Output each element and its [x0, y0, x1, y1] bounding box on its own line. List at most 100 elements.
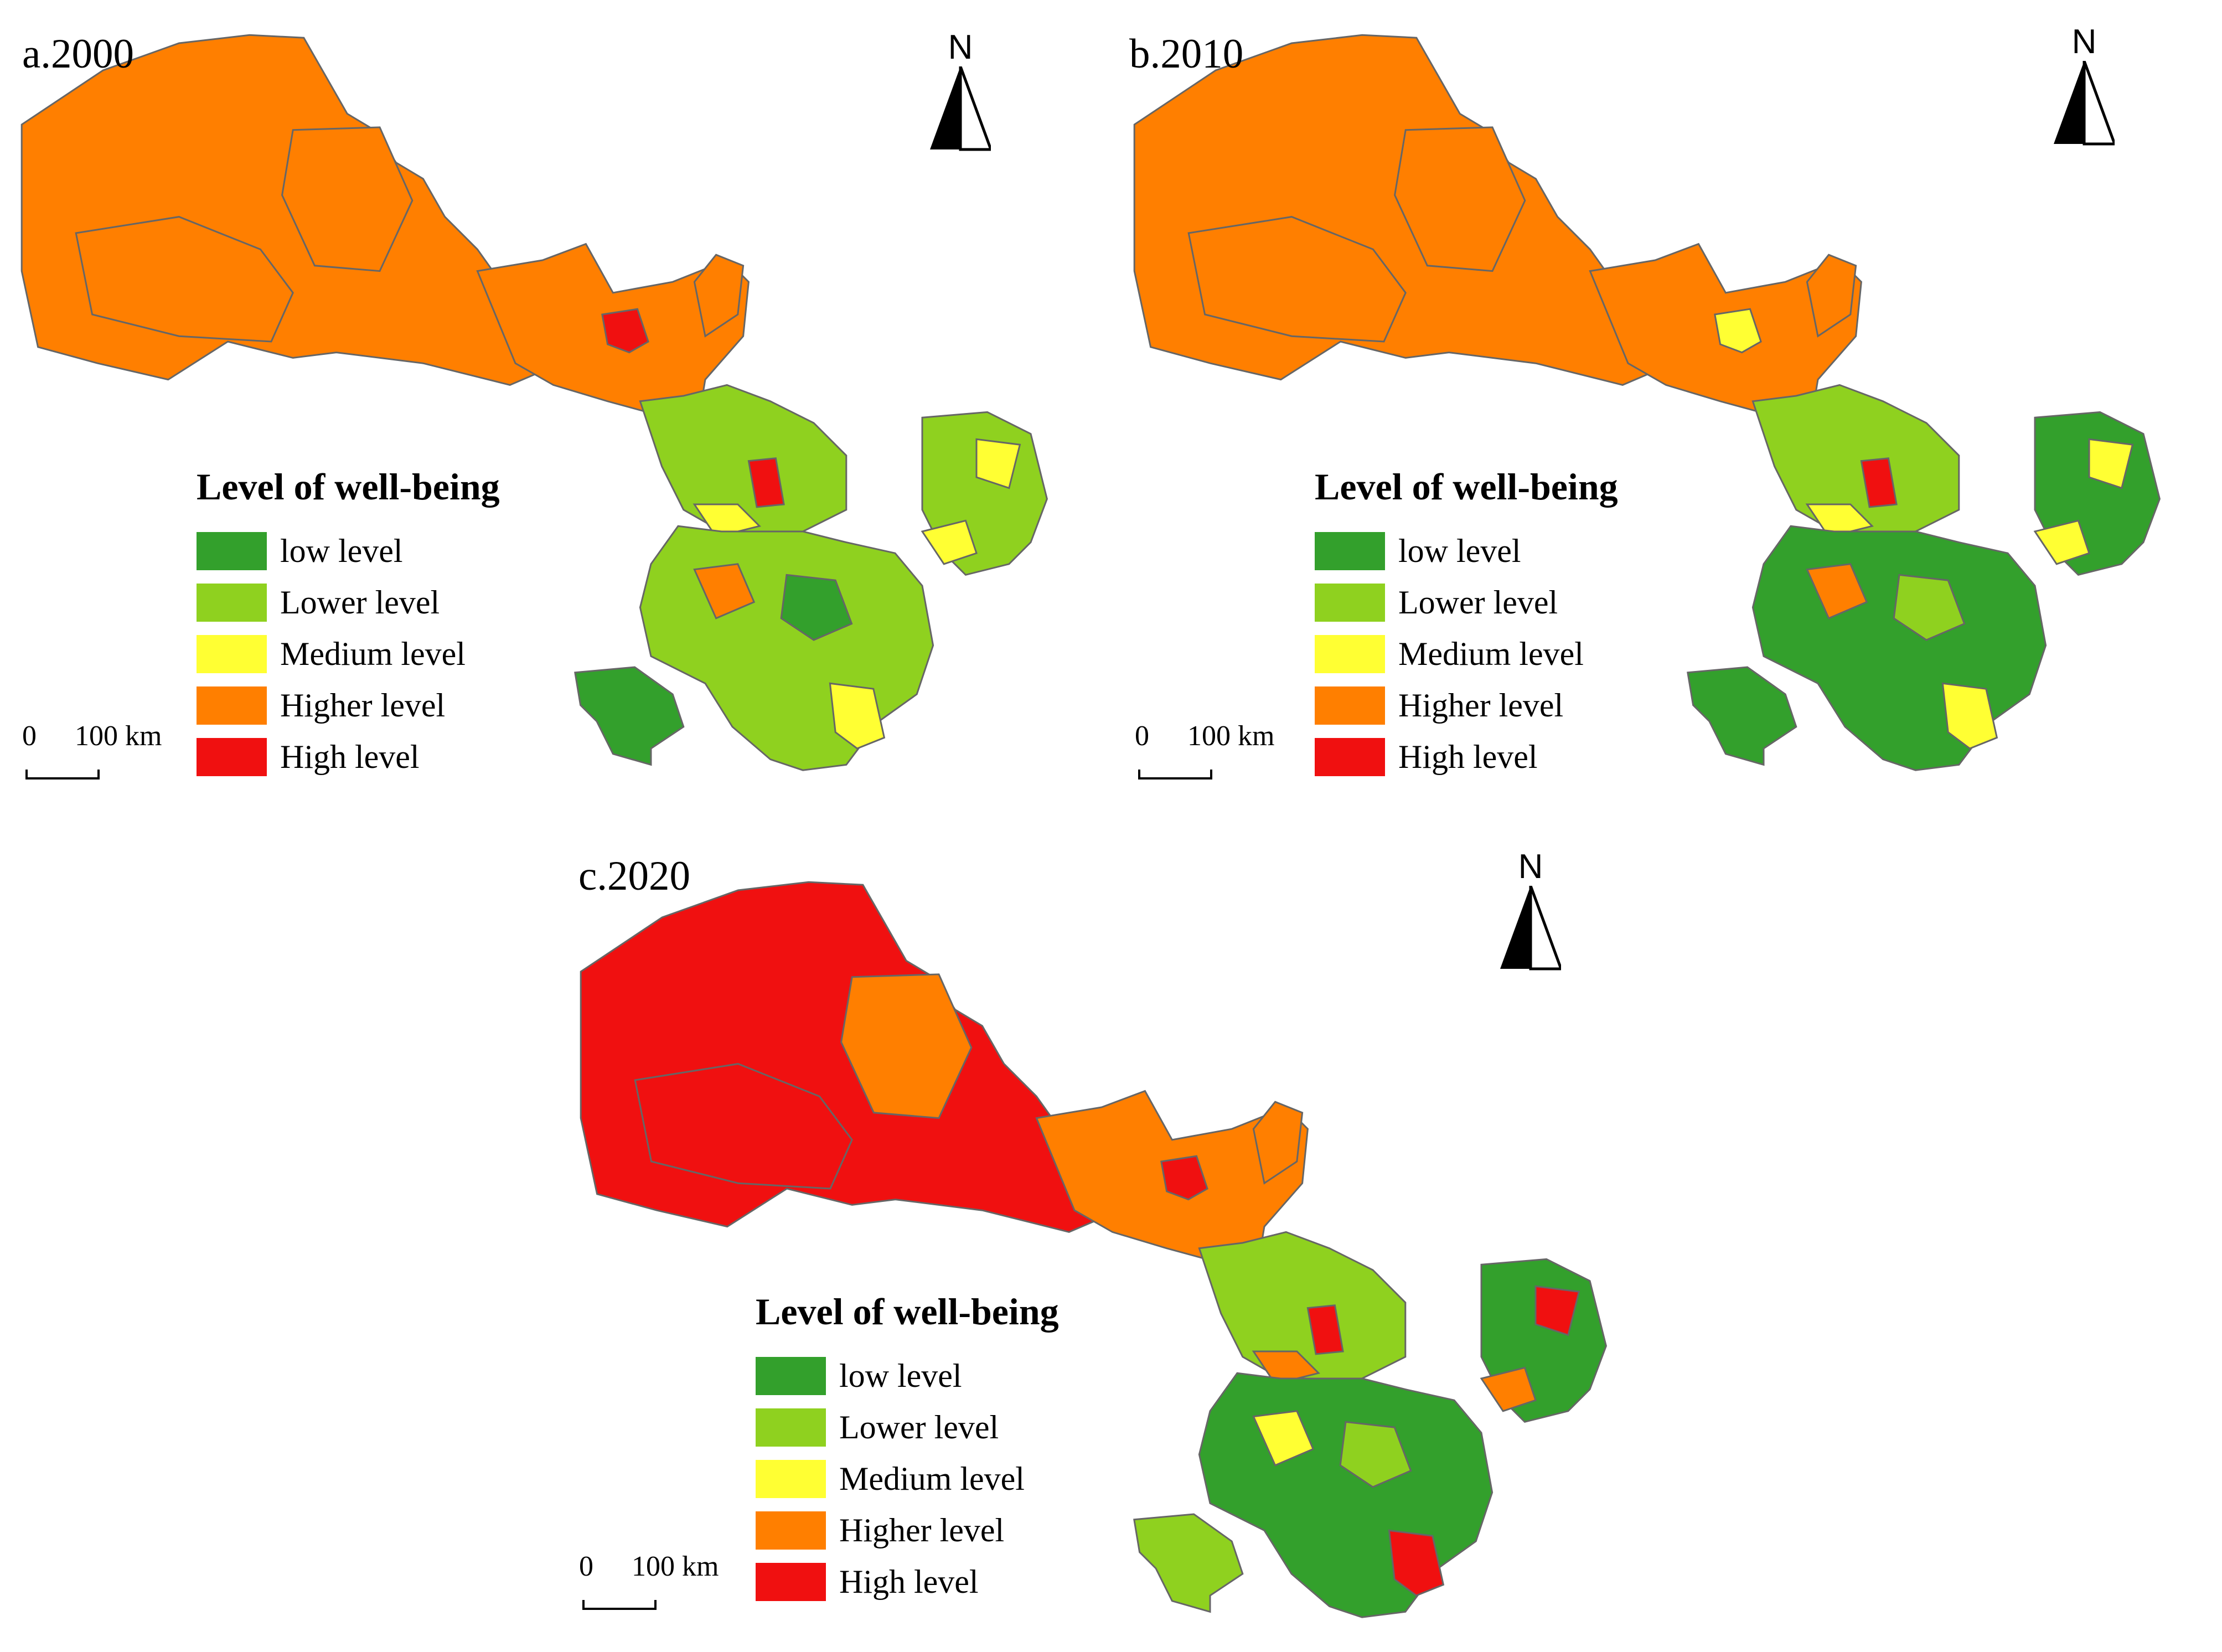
scale-line: [582, 1600, 657, 1610]
region-center-spot: [1860, 457, 1898, 508]
region-south-tail: [1687, 666, 1797, 766]
map-panel-2020: c.2020 N Level of well-being low level Lo…: [559, 819, 1666, 1650]
province-map: [20, 34, 1048, 771]
legend-item: Higher level: [197, 685, 500, 725]
north-letter: N: [1518, 848, 1543, 886]
legend-item: Lower level: [756, 1407, 1059, 1447]
legend-item: Medium level: [756, 1459, 1059, 1499]
legend-label: High level: [839, 1563, 979, 1600]
legend-swatch: [1315, 737, 1385, 776]
legend-swatch: [1315, 531, 1385, 570]
region-east-spot-2: [1388, 1529, 1445, 1597]
legend-swatch: [197, 531, 267, 570]
legend-label: Higher level: [280, 686, 446, 724]
legend-item: Higher level: [1315, 685, 1618, 725]
north-letter: N: [2071, 23, 2097, 61]
scale-distance-label: 100 km: [1187, 720, 1275, 752]
legend-swatch: [756, 1459, 826, 1498]
region-northeast-spot-2: [2033, 519, 2090, 565]
scale-line: [1138, 770, 1212, 779]
region-hexi-spot: [1160, 1155, 1208, 1201]
legend-swatch: [756, 1562, 826, 1601]
legend-label: low level: [1398, 532, 1521, 569]
region-west-south: [1187, 216, 1407, 343]
region-northeast-spot: [975, 438, 1021, 489]
scale-zero-label: 0: [1135, 720, 1149, 752]
legend-label: low level: [280, 532, 403, 569]
legend-label: low level: [839, 1357, 962, 1394]
legend-label: Medium level: [280, 635, 466, 672]
region-east: [1198, 1372, 1494, 1618]
region-northeast-spot-2: [921, 519, 978, 565]
map-panel-2010: b.2010 N Level of well-being low level Lo…: [1113, 0, 2220, 819]
legend-item: Medium level: [1315, 634, 1618, 674]
legend-item: High level: [197, 737, 500, 777]
region-hexi-spot: [1714, 308, 1762, 354]
legend-swatch: [756, 1511, 826, 1550]
scale-zero-label: 0: [22, 720, 37, 752]
legend-item: Lower level: [1315, 582, 1618, 622]
legend-title: Level of well-being: [1315, 466, 1618, 508]
north-arrow-icon: N: [2054, 22, 2115, 149]
region-west: [1133, 34, 1662, 386]
scale-bar: 0 100 km: [1135, 720, 1274, 781]
north-letter: N: [948, 28, 973, 66]
region-hexi-spot: [601, 308, 649, 354]
region-center: [639, 384, 848, 533]
legend-label: Lower level: [1398, 584, 1558, 621]
scale-distance-label: 100 km: [75, 720, 162, 752]
region-west-south: [75, 216, 294, 343]
region-east-spot: [780, 574, 853, 641]
legend-item: Medium level: [197, 634, 500, 674]
region-south-tail: [574, 666, 685, 766]
legend-label: High level: [1398, 738, 1538, 775]
legend-title: Level of well-being: [756, 1290, 1059, 1333]
legend-items: low level Lower level Medium level Higher l…: [756, 1356, 1059, 1602]
legend: Level of well-being low level Lower level…: [756, 1290, 1059, 1613]
legend-items: low level Lower level Medium level Higher l…: [1315, 531, 1618, 777]
legend-label: Higher level: [1398, 686, 1564, 724]
scale-zero-label: 0: [579, 1551, 593, 1582]
region-hexi-east: [1806, 254, 1857, 338]
region-east: [639, 525, 934, 771]
region-northeast-spot: [1534, 1285, 1580, 1336]
legend-swatch: [197, 686, 267, 725]
region-west: [20, 34, 549, 386]
region-east-spot-2: [829, 682, 886, 750]
region-west: [580, 881, 1108, 1233]
region-hexi-east: [1252, 1101, 1304, 1185]
panel-title: a.2000: [22, 31, 135, 77]
region-west-core: [281, 126, 414, 272]
region-east: [1751, 525, 2047, 771]
region-center-spot-2: [1252, 1350, 1320, 1385]
legend-swatch: [197, 634, 267, 673]
legend: Level of well-being low level Lower level…: [197, 465, 500, 788]
scale-bar: 0 100 km: [22, 720, 162, 781]
legend-label: Medium level: [1398, 635, 1584, 672]
legend-item: High level: [1315, 737, 1618, 777]
region-center: [1198, 1231, 1407, 1380]
legend-swatch: [756, 1408, 826, 1447]
region-west-core: [840, 973, 973, 1119]
region-east-spot-3: [693, 563, 756, 620]
legend-item: Higher level: [756, 1510, 1059, 1550]
legend-label: Lower level: [839, 1408, 999, 1446]
scale-line: [25, 770, 100, 779]
legend-items: low level Lower level Medium level Higher l…: [197, 531, 500, 777]
legend-label: Lower level: [280, 584, 440, 621]
panel-title: c.2020: [578, 853, 691, 899]
region-center-spot: [1306, 1304, 1344, 1355]
region-hexi-east: [693, 254, 745, 338]
region-east-spot: [1893, 574, 1966, 641]
region-center: [1751, 384, 1960, 533]
legend-label: High level: [280, 738, 420, 775]
legend-swatch: [1315, 583, 1385, 622]
region-south-tail: [1133, 1513, 1244, 1613]
legend-swatch: [197, 737, 267, 776]
legend: Level of well-being low level Lower level…: [1315, 465, 1618, 788]
legend-label: Medium level: [839, 1460, 1025, 1497]
legend-item: low level: [756, 1356, 1059, 1396]
legend-swatch: [1315, 634, 1385, 673]
region-center-spot-2: [693, 503, 761, 538]
region-northeast-spot-2: [1480, 1366, 1537, 1412]
